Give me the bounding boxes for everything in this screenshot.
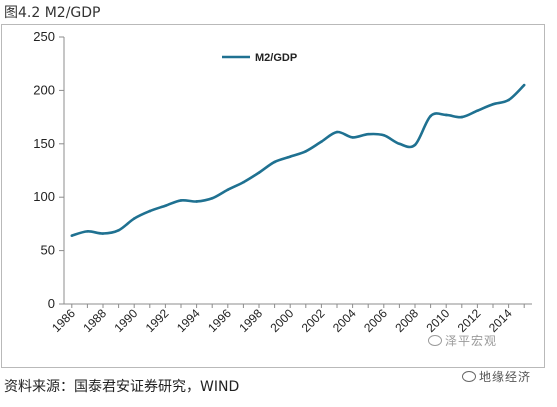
y-tick-label: 200: [33, 82, 55, 97]
data-point: [226, 188, 230, 192]
x-tick-label: 1998: [236, 306, 265, 335]
x-tick-label: 2002: [299, 306, 328, 335]
data-point: [117, 229, 120, 232]
data-point: [335, 130, 339, 134]
data-point: [101, 232, 105, 235]
x-tick-label: 1992: [143, 306, 172, 335]
wechat-icon: [428, 335, 442, 346]
data-point: [164, 204, 167, 208]
data-point: [491, 102, 495, 106]
watermark-text: 地缘经济: [479, 370, 532, 384]
data-point: [86, 230, 89, 233]
data-point: [210, 196, 214, 200]
data-point: [398, 142, 401, 146]
data-point: [522, 83, 526, 87]
figure-source: 资料来源：国泰君安证券研究，WIND: [4, 379, 240, 395]
figure-title: 图4.2 M2/GDP: [4, 5, 101, 21]
data-point: [320, 140, 323, 143]
data-point: [429, 114, 432, 118]
y-tick-label: 50: [41, 243, 55, 258]
data-point: [507, 98, 510, 102]
data-point: [257, 171, 261, 174]
data-point: [195, 200, 198, 203]
x-tick-label: 2012: [455, 306, 484, 335]
watermark-text: 泽平宏观: [445, 334, 498, 348]
x-tick-label: 2004: [330, 306, 359, 335]
watermark-zepinghongguan: 泽平宏观: [428, 332, 497, 349]
data-point: [351, 136, 354, 139]
x-tick-label: 1994: [174, 306, 203, 335]
x-tick-label: 1996: [205, 306, 234, 335]
data-point: [366, 132, 370, 136]
x-tick-label: 2014: [486, 306, 515, 335]
x-tick-label: 2006: [361, 306, 390, 335]
data-point: [148, 209, 152, 213]
x-tick-label: 1990: [112, 306, 141, 335]
data-point: [460, 115, 464, 119]
watermark-diyuanjingji: 地缘经济: [462, 368, 531, 385]
data-point: [273, 160, 276, 164]
data-point: [444, 113, 448, 117]
y-tick-label: 150: [33, 136, 55, 151]
data-point: [413, 143, 417, 147]
data-point: [476, 109, 479, 112]
data-point: [382, 133, 386, 137]
x-tick-label: 2010: [424, 306, 453, 335]
chart-frame: 0 50 100 150 200 250 1986 1988 1990 1992 1994 1996 1…: [1, 24, 545, 368]
series-line-m2-gdp: [71, 84, 526, 237]
data-point: [288, 155, 292, 158]
data-point: [304, 149, 308, 153]
x-tick-label: 1988: [80, 306, 109, 335]
data-point: [179, 199, 183, 202]
x-tick-label: 2008: [392, 306, 421, 335]
legend-label: M2/GDP: [255, 52, 297, 64]
y-tick-label: 0: [48, 296, 55, 311]
x-tick-label: 2000: [268, 306, 297, 335]
wechat-icon: [462, 371, 476, 382]
data-point: [242, 180, 245, 184]
data-point: [70, 234, 74, 237]
data-point: [132, 217, 136, 220]
y-tick-label: 250: [33, 29, 55, 44]
y-tick-label: 100: [33, 189, 55, 204]
